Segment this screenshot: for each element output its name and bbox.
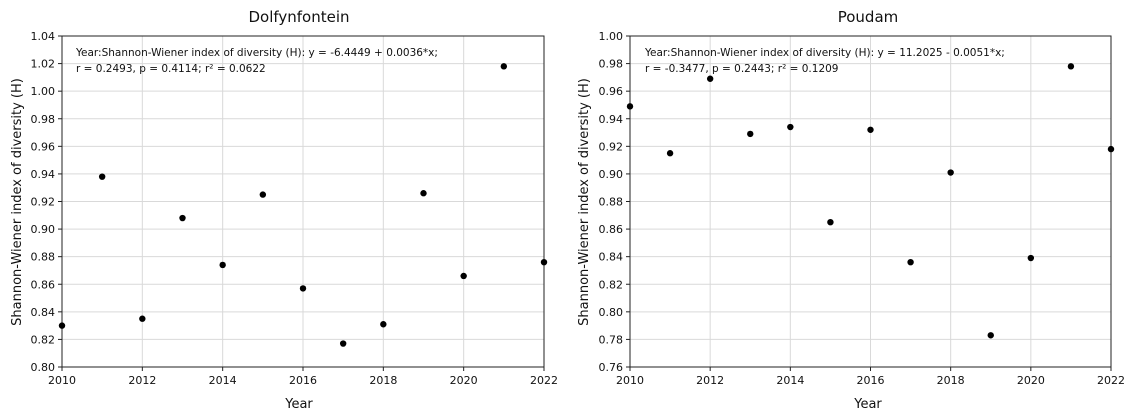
y-tick-label: 0.96 bbox=[31, 140, 56, 153]
plot-area: 0.80 0.82 0.84 0.86 0.88 0.90 0.92 0.94 0.96 0.98… bbox=[31, 30, 559, 387]
data-point bbox=[541, 259, 547, 265]
y-tick-label: 0.88 bbox=[599, 196, 624, 209]
x-tick-label: 2014 bbox=[776, 374, 804, 387]
data-point bbox=[501, 63, 507, 69]
x-tick-label: 2016 bbox=[857, 374, 885, 387]
data-point bbox=[380, 321, 386, 327]
x-tick-label: 2010 bbox=[48, 374, 76, 387]
y-tick-label: 1.02 bbox=[31, 58, 56, 71]
y-tick-label: 0.86 bbox=[31, 278, 56, 291]
data-point bbox=[787, 124, 793, 130]
y-tick-label: 1.00 bbox=[31, 85, 56, 98]
y-tick-label: 0.98 bbox=[599, 58, 624, 71]
y-tick-label: 0.94 bbox=[31, 168, 56, 181]
x-tick-label: 2018 bbox=[937, 374, 965, 387]
y-tick-label: 0.94 bbox=[599, 113, 624, 126]
data-point bbox=[340, 340, 346, 346]
data-point bbox=[260, 191, 266, 197]
data-point bbox=[947, 169, 953, 175]
y-tick-label: 0.96 bbox=[599, 85, 624, 98]
x-tick-label: 2012 bbox=[128, 374, 156, 387]
y-tick-label: 0.98 bbox=[31, 113, 56, 126]
x-tick-label: 2020 bbox=[450, 374, 478, 387]
data-point bbox=[59, 322, 65, 328]
y-tick-label: 0.80 bbox=[599, 306, 624, 319]
annotation-equation: Year:Shannon-Wiener index of diversity (… bbox=[644, 47, 1005, 59]
annotation-statistics: r = 0.2493, p = 0.4114; r² = 0.0622 bbox=[76, 63, 266, 75]
x-tick-label: 2022 bbox=[530, 374, 558, 387]
x-tick-label: 2018 bbox=[369, 374, 397, 387]
y-tick-label: 1.00 bbox=[599, 30, 624, 43]
chart-dolfynfontein: Dolfynfontein Shannon-Wiener index of di… bbox=[10, 8, 558, 412]
y-tick-label: 0.76 bbox=[599, 361, 624, 374]
x-tick-label: 2022 bbox=[1097, 374, 1125, 387]
y-tick-label: 1.04 bbox=[31, 30, 56, 43]
y-tick-label: 0.84 bbox=[599, 251, 624, 264]
y-tick-label: 0.90 bbox=[31, 223, 56, 236]
y-tick-label: 0.92 bbox=[599, 140, 624, 153]
plot-area: 0.76 0.78 0.80 0.82 0.84 0.86 0.88 0.90 0.92 0.94… bbox=[599, 30, 1126, 387]
y-axis-label: Shannon-Wiener index of diversity (H) bbox=[577, 78, 592, 326]
annotation-statistics: r = -0.3477, p = 0.2443; r² = 0.1209 bbox=[645, 63, 839, 75]
data-point bbox=[667, 150, 673, 156]
y-tick-label: 0.90 bbox=[599, 168, 624, 181]
data-point bbox=[300, 285, 306, 291]
x-axis-label: Year bbox=[284, 397, 313, 412]
y-tick-label: 0.80 bbox=[31, 361, 56, 374]
data-point bbox=[988, 332, 994, 338]
data-point bbox=[747, 131, 753, 137]
data-point bbox=[867, 127, 873, 133]
y-tick-label: 0.82 bbox=[31, 333, 56, 346]
data-point bbox=[139, 316, 145, 322]
y-tick-label: 0.82 bbox=[599, 278, 624, 291]
x-tick-label: 2010 bbox=[616, 374, 644, 387]
y-tick-label: 0.92 bbox=[31, 196, 56, 209]
data-point bbox=[179, 215, 185, 221]
data-point bbox=[219, 262, 225, 268]
data-point bbox=[707, 76, 713, 82]
x-axis-label: Year bbox=[853, 397, 882, 412]
x-tick-label: 2016 bbox=[289, 374, 317, 387]
data-point bbox=[827, 219, 833, 225]
y-tick-label: 0.78 bbox=[599, 333, 624, 346]
y-axis-label: Shannon-Wiener index of diversity (H) bbox=[10, 78, 25, 326]
y-tick-label: 0.88 bbox=[31, 251, 56, 264]
data-point bbox=[627, 103, 633, 109]
data-point bbox=[99, 173, 105, 179]
x-tick-label: 2020 bbox=[1017, 374, 1045, 387]
chart-poudam: Poudam Shannon-Wiener index of diversity… bbox=[577, 8, 1125, 412]
data-point bbox=[1068, 63, 1074, 69]
data-point bbox=[460, 273, 466, 279]
y-tick-label: 0.84 bbox=[31, 306, 56, 319]
data-point bbox=[420, 190, 426, 196]
data-point bbox=[1108, 146, 1114, 152]
data-point bbox=[1028, 255, 1034, 261]
data-point bbox=[907, 259, 913, 265]
chart-title: Dolfynfontein bbox=[248, 8, 349, 26]
y-tick-label: 0.86 bbox=[599, 223, 624, 236]
annotation-equation: Year:Shannon-Wiener index of diversity (… bbox=[75, 47, 438, 59]
chart-title: Poudam bbox=[838, 8, 899, 26]
x-tick-label: 2014 bbox=[209, 374, 237, 387]
x-tick-label: 2012 bbox=[696, 374, 724, 387]
